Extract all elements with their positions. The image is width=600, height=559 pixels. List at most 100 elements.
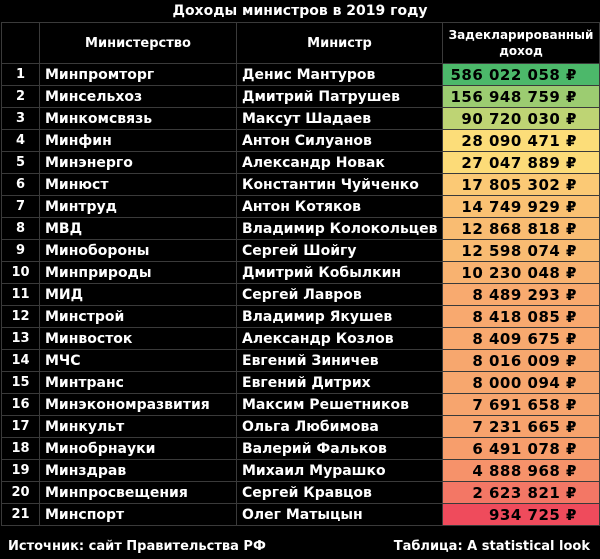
row-minister: Максут Шадаев <box>236 107 443 130</box>
row-income: 156 948 759 ₽ <box>442 85 600 108</box>
row-number: 4 <box>1 129 40 152</box>
row-minister: Олег Матыцын <box>236 503 443 526</box>
row-income: 8 409 675 ₽ <box>442 327 600 350</box>
table-title: Доходы министров в 2019 году <box>172 3 428 19</box>
row-number: 21 <box>1 503 40 526</box>
row-number: 14 <box>1 349 40 372</box>
row-number: 16 <box>1 393 40 416</box>
row-number: 20 <box>1 481 40 504</box>
row-number: 2 <box>1 85 40 108</box>
row-ministry: Минвосток <box>39 327 237 350</box>
row-income: 8 418 085 ₽ <box>442 305 600 328</box>
header-ministry: Министерство <box>39 22 237 64</box>
row-income: 8 016 009 ₽ <box>442 349 600 372</box>
table-row: 21 Минспорт Олег Матыцын 934 725 ₽ <box>1 503 600 526</box>
row-income: 8 489 293 ₽ <box>442 283 600 306</box>
row-number: 19 <box>1 459 40 482</box>
row-ministry: МВД <box>39 217 237 240</box>
ministers-income-table: Министерство Министр Задекларированный д… <box>1 22 600 526</box>
row-minister: Валерий Фальков <box>236 437 443 460</box>
row-ministry: МИД <box>39 283 237 306</box>
table-row: 15 Минтранс Евгений Дитрих 8 000 094 ₽ <box>1 371 600 394</box>
row-ministry: Минкомсвязь <box>39 107 237 130</box>
header-number <box>1 22 40 64</box>
row-ministry: Минкульт <box>39 415 237 438</box>
row-income: 7 691 658 ₽ <box>442 393 600 416</box>
table-row: 8 МВД Владимир Колокольцев 12 868 818 ₽ <box>1 217 600 240</box>
table-row: 1 Минпромторг Денис Мантуров 586 022 058 ₽ <box>1 63 600 86</box>
row-number: 17 <box>1 415 40 438</box>
table-row: 20 Минпросвещения Сергей Кравцов 2 623 821 … <box>1 481 600 504</box>
table-row: 7 Минтруд Антон Котяков 14 749 929 ₽ <box>1 195 600 218</box>
row-income: 27 047 889 ₽ <box>442 151 600 174</box>
row-ministry: Минтранс <box>39 371 237 394</box>
row-income: 586 022 058 ₽ <box>442 63 600 86</box>
row-minister: Антон Котяков <box>236 195 443 218</box>
row-number: 1 <box>1 63 40 86</box>
row-ministry: Минстрой <box>39 305 237 328</box>
row-minister: Дмитрий Кобылкин <box>236 261 443 284</box>
header-row: Министерство Министр Задекларированный д… <box>1 22 600 64</box>
row-number: 11 <box>1 283 40 306</box>
row-income: 934 725 ₽ <box>442 503 600 526</box>
row-ministry: МЧС <box>39 349 237 372</box>
row-minister: Владимир Колокольцев <box>236 217 443 240</box>
footer: Источник: сайт Правительства РФ Таблица:… <box>0 535 600 559</box>
row-minister: Сергей Шойгу <box>236 239 443 262</box>
row-minister: Ольга Любимова <box>236 415 443 438</box>
table-row: 5 Минэнерго Александр Новак 27 047 889 ₽ <box>1 151 600 174</box>
table-row: 19 Минздрав Михаил Мурашко 4 888 968 ₽ <box>1 459 600 482</box>
row-income: 7 231 665 ₽ <box>442 415 600 438</box>
table-row: 4 Минфин Антон Силуанов 28 090 471 ₽ <box>1 129 600 152</box>
row-ministry: Минприроды <box>39 261 237 284</box>
row-ministry: Минобороны <box>39 239 237 262</box>
header-minister: Министр <box>236 22 443 64</box>
table-row: 16 Минэкономразвития Максим Решетников 7 69… <box>1 393 600 416</box>
row-number: 5 <box>1 151 40 174</box>
row-number: 13 <box>1 327 40 350</box>
header-income: Задекларированный доход <box>442 22 600 64</box>
row-ministry: Минпромторг <box>39 63 237 86</box>
row-number: 15 <box>1 371 40 394</box>
table-row: 12 Минстрой Владимир Якушев 8 418 085 ₽ <box>1 305 600 328</box>
row-minister: Денис Мантуров <box>236 63 443 86</box>
row-income: 4 888 968 ₽ <box>442 459 600 482</box>
row-income: 12 868 818 ₽ <box>442 217 600 240</box>
table-row: 3 Минкомсвязь Максут Шадаев 90 720 030 ₽ <box>1 107 600 130</box>
table-row: 14 МЧС Евгений Зиничев 8 016 009 ₽ <box>1 349 600 372</box>
row-number: 18 <box>1 437 40 460</box>
row-income: 17 805 302 ₽ <box>442 173 600 196</box>
source-note: Источник: сайт Правительства РФ <box>8 539 266 554</box>
row-minister: Владимир Якушев <box>236 305 443 328</box>
row-ministry: Минсельхоз <box>39 85 237 108</box>
table-row: 2 Минсельхоз Дмитрий Патрушев 156 948 759 ₽ <box>1 85 600 108</box>
row-ministry: Минздрав <box>39 459 237 482</box>
table-row: 17 Минкульт Ольга Любимова 7 231 665 ₽ <box>1 415 600 438</box>
row-ministry: Минпросвещения <box>39 481 237 504</box>
row-income: 12 598 074 ₽ <box>442 239 600 262</box>
row-income: 28 090 471 ₽ <box>442 129 600 152</box>
row-minister: Константин Чуйченко <box>236 173 443 196</box>
row-minister: Михаил Мурашко <box>236 459 443 482</box>
row-number: 6 <box>1 173 40 196</box>
row-ministry: Минюст <box>39 173 237 196</box>
row-minister: Антон Силуанов <box>236 129 443 152</box>
row-income: 6 491 078 ₽ <box>442 437 600 460</box>
row-number: 9 <box>1 239 40 262</box>
row-minister: Евгений Дитрих <box>236 371 443 394</box>
row-minister: Дмитрий Патрушев <box>236 85 443 108</box>
row-minister: Александр Козлов <box>236 327 443 350</box>
row-income: 8 000 094 ₽ <box>442 371 600 394</box>
row-ministry: Минтруд <box>39 195 237 218</box>
row-number: 12 <box>1 305 40 328</box>
table-row: 13 Минвосток Александр Козлов 8 409 675 ₽ <box>1 327 600 350</box>
row-income: 90 720 030 ₽ <box>442 107 600 130</box>
row-ministry: Минфин <box>39 129 237 152</box>
row-number: 8 <box>1 217 40 240</box>
row-ministry: Минспорт <box>39 503 237 526</box>
row-ministry: Минэнерго <box>39 151 237 174</box>
row-minister: Максим Решетников <box>236 393 443 416</box>
table-row: 18 Минобрнауки Валерий Фальков 6 491 078 ₽ <box>1 437 600 460</box>
row-income: 14 749 929 ₽ <box>442 195 600 218</box>
row-minister: Сергей Кравцов <box>236 481 443 504</box>
